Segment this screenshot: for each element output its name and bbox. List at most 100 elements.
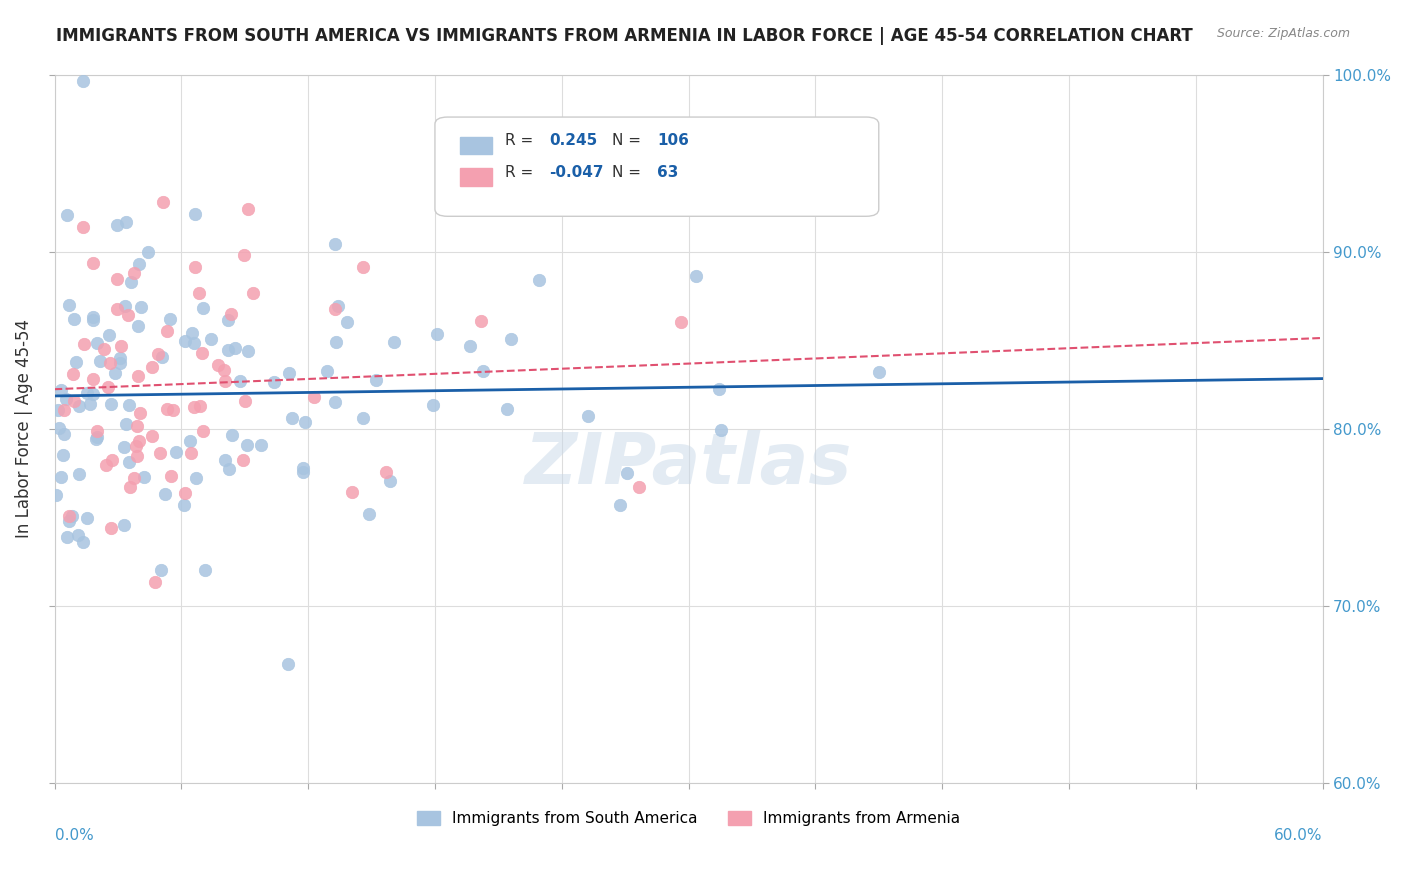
Point — [236, 344, 259, 359]
Point — [93, 343, 115, 357]
Point — [671, 315, 693, 329]
Point — [72, 73, 94, 87]
Text: R =: R = — [505, 134, 538, 148]
Point — [184, 207, 207, 221]
Text: 0.245: 0.245 — [550, 134, 598, 148]
Point — [162, 403, 184, 417]
Point — [184, 260, 207, 274]
Point — [149, 563, 172, 577]
Point — [302, 390, 325, 404]
Point — [62, 394, 84, 409]
Point — [79, 397, 101, 411]
Point — [127, 368, 149, 383]
Point — [277, 657, 299, 672]
Point — [165, 444, 187, 458]
Point — [233, 248, 256, 262]
Point — [141, 359, 163, 374]
Point — [118, 455, 141, 469]
Point — [114, 215, 136, 229]
Point — [56, 208, 79, 222]
Point — [150, 351, 173, 365]
Point — [471, 364, 494, 378]
Point — [124, 266, 146, 280]
Point — [184, 471, 207, 485]
Point — [118, 480, 141, 494]
Point — [191, 346, 214, 360]
Text: ZIPatlas: ZIPatlas — [524, 430, 852, 499]
Point — [58, 508, 80, 523]
Point — [62, 368, 84, 382]
Point — [118, 398, 141, 412]
Point — [86, 336, 108, 351]
Text: 106: 106 — [657, 134, 689, 148]
FancyBboxPatch shape — [434, 117, 879, 216]
Point — [323, 301, 346, 316]
Point — [94, 458, 117, 472]
Point — [129, 406, 152, 420]
Point — [193, 425, 215, 439]
Point — [159, 311, 181, 326]
Point — [67, 399, 90, 413]
Point — [76, 385, 98, 400]
Point — [82, 387, 104, 401]
Text: Source: ZipAtlas.com: Source: ZipAtlas.com — [1216, 27, 1350, 40]
Point — [110, 339, 132, 353]
Point — [125, 439, 148, 453]
Point — [232, 452, 254, 467]
Point — [156, 401, 179, 416]
Point — [152, 195, 174, 210]
Point — [342, 485, 364, 500]
Point — [149, 446, 172, 460]
Point — [470, 313, 492, 327]
Point — [131, 300, 153, 314]
Point — [194, 563, 217, 577]
Point — [117, 308, 139, 322]
Point — [422, 399, 444, 413]
Point — [67, 467, 90, 481]
Text: -0.047: -0.047 — [550, 165, 603, 180]
Point — [105, 301, 128, 316]
Point — [291, 465, 314, 479]
Point — [328, 299, 350, 313]
Point — [229, 374, 252, 388]
Point — [323, 394, 346, 409]
Point — [82, 313, 104, 327]
Point — [55, 392, 77, 406]
Point — [51, 470, 73, 484]
FancyBboxPatch shape — [460, 169, 492, 186]
Point — [146, 346, 169, 360]
Point — [115, 417, 138, 431]
Text: N =: N = — [613, 165, 647, 180]
Point — [294, 415, 316, 429]
Point — [263, 375, 285, 389]
Point — [143, 575, 166, 590]
Point — [214, 374, 236, 388]
Point — [250, 438, 273, 452]
Point — [72, 219, 94, 234]
Point — [183, 401, 205, 415]
Legend: Immigrants from South America, Immigrants from Armenia: Immigrants from South America, Immigrant… — [411, 805, 966, 832]
Point — [112, 517, 135, 532]
Point — [323, 236, 346, 251]
Point — [221, 427, 243, 442]
Point — [60, 509, 83, 524]
Point — [374, 465, 396, 479]
Text: 0.0%: 0.0% — [55, 828, 93, 843]
Point — [576, 409, 599, 424]
Point — [336, 316, 359, 330]
Text: R =: R = — [505, 165, 538, 180]
Point — [98, 357, 121, 371]
Point — [100, 397, 122, 411]
Point — [224, 342, 246, 356]
Point — [156, 324, 179, 338]
Point — [174, 486, 197, 500]
Point — [609, 498, 631, 512]
Point — [114, 299, 136, 313]
Point — [501, 332, 523, 346]
Point — [72, 535, 94, 549]
Point — [233, 394, 256, 409]
Point — [325, 334, 347, 349]
Point — [97, 379, 120, 393]
Point — [136, 244, 159, 259]
Point — [52, 427, 75, 442]
